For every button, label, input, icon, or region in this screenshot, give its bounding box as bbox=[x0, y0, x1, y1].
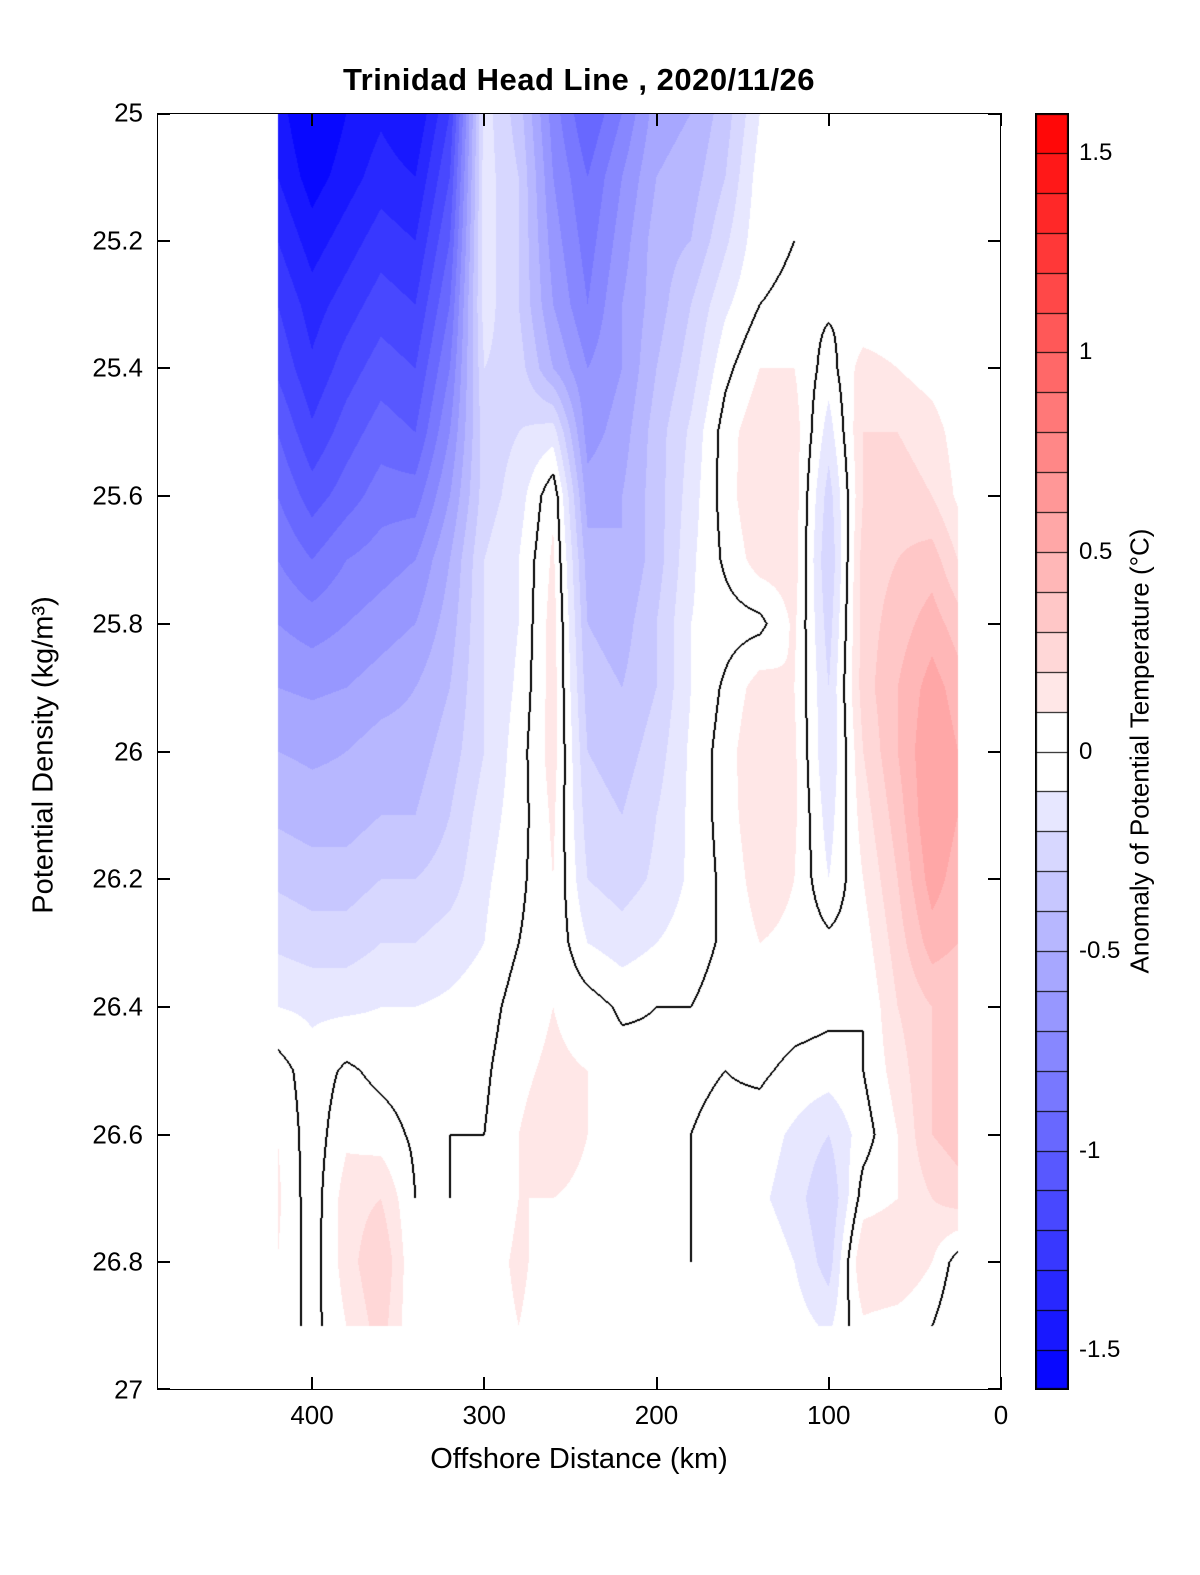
colorbar-label: Anomaly of Potential Temperature (°C) bbox=[1124, 528, 1155, 974]
y-tick-right bbox=[988, 878, 1001, 881]
y-tick-left bbox=[157, 1261, 170, 1264]
y-tick-label: 25.4 bbox=[92, 352, 143, 383]
colorbar-tick-label: -0.5 bbox=[1079, 937, 1121, 965]
x-tick-top bbox=[483, 113, 486, 126]
y-tick-label: 26.4 bbox=[92, 991, 143, 1022]
x-tick-bottom bbox=[1000, 1377, 1002, 1390]
y-tick-right bbox=[988, 1388, 1001, 1390]
colorbar-tick-label: 1.5 bbox=[1079, 138, 1113, 166]
y-tick-left bbox=[157, 495, 170, 498]
colorbar-tick-label: -1 bbox=[1079, 1136, 1101, 1164]
x-tick-top bbox=[311, 113, 314, 126]
y-tick-right bbox=[988, 1005, 1001, 1008]
y-tick-left bbox=[157, 367, 170, 370]
x-tick-label: 0 bbox=[993, 1400, 1009, 1430]
y-tick-right bbox=[988, 367, 1001, 370]
colorbar-tick-label: 1 bbox=[1079, 338, 1093, 366]
x-tick-label: 200 bbox=[634, 1400, 679, 1430]
y-tick-right bbox=[988, 622, 1001, 625]
x-tick-label: 100 bbox=[807, 1400, 851, 1430]
y-tick-right bbox=[988, 750, 1001, 753]
colorbar bbox=[1035, 113, 1069, 1390]
y-tick-left bbox=[157, 113, 170, 115]
y-tick-label: 26.8 bbox=[92, 1246, 143, 1277]
y-tick-label: 25.6 bbox=[92, 480, 143, 511]
y-tick-label: 25.2 bbox=[92, 225, 143, 256]
x-tick-top bbox=[1000, 113, 1002, 126]
x-tick-top bbox=[655, 113, 658, 126]
y-tick-left bbox=[157, 622, 170, 625]
chart-title: Trinidad Head Line , 2020/11/26 bbox=[342, 62, 816, 97]
y-tick-left bbox=[157, 878, 170, 881]
plot-area bbox=[157, 113, 1002, 1390]
x-axis-label: Offshore Distance (km) bbox=[430, 1443, 728, 1475]
x-tick-label: 400 bbox=[290, 1400, 334, 1430]
y-tick-left bbox=[157, 1133, 170, 1136]
y-tick-left bbox=[157, 1388, 170, 1390]
y-tick-right bbox=[988, 1261, 1001, 1264]
x-tick-bottom bbox=[827, 1377, 830, 1390]
y-tick-label: 25.8 bbox=[92, 608, 143, 639]
y-tick-right bbox=[988, 495, 1001, 498]
y-tick-left bbox=[157, 239, 170, 242]
colorbar-tick-label: -1.5 bbox=[1079, 1336, 1121, 1364]
x-tick-label: 300 bbox=[462, 1400, 506, 1430]
colorbar-tick-label: 0 bbox=[1079, 737, 1093, 765]
x-tick-top bbox=[827, 113, 830, 126]
x-tick-bottom bbox=[655, 1377, 658, 1390]
x-tick-bottom bbox=[311, 1377, 314, 1390]
y-tick-left bbox=[157, 750, 170, 753]
y-tick-left bbox=[157, 1005, 170, 1008]
contour-plot-canvas bbox=[157, 113, 1001, 1390]
y-tick-label: 25 bbox=[114, 97, 143, 128]
y-tick-label: 26.2 bbox=[92, 863, 143, 894]
y-tick-right bbox=[988, 239, 1001, 242]
y-tick-right bbox=[988, 1133, 1001, 1136]
y-tick-label: 26.6 bbox=[92, 1119, 143, 1150]
x-tick-bottom bbox=[483, 1377, 486, 1390]
y-tick-right bbox=[988, 113, 1001, 115]
y-tick-label: 26 bbox=[114, 736, 143, 766]
y-tick-label: 27 bbox=[114, 1374, 143, 1405]
colorbar-tick-label: 0.5 bbox=[1079, 537, 1113, 565]
